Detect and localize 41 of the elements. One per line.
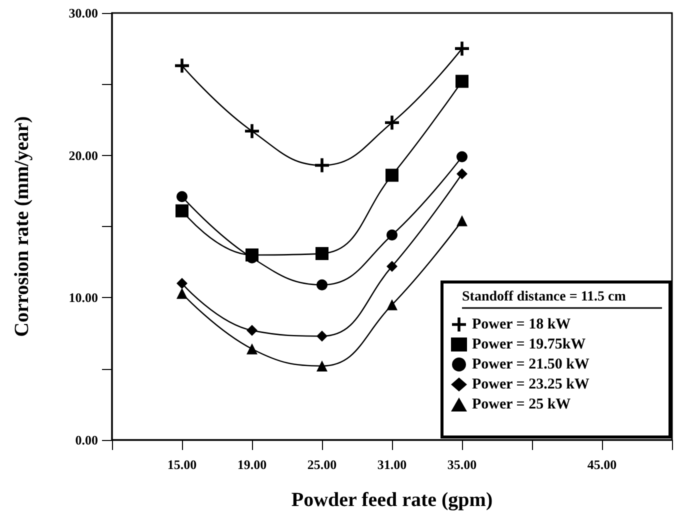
legend-label: Power = 19.75kW — [472, 336, 586, 352]
point — [386, 230, 398, 241]
point — [316, 360, 328, 372]
point — [315, 158, 329, 172]
legend-label: Power = 23.25 kW — [472, 376, 590, 392]
y-tick-label: 20.00 — [68, 148, 98, 163]
y-tick-label: 0.00 — [75, 432, 98, 448]
legend-label: Power = 25 kW — [472, 396, 571, 412]
point — [175, 58, 189, 73]
point — [456, 151, 468, 162]
point — [176, 278, 188, 289]
point — [456, 74, 468, 88]
legend-label: Power = 18 kW — [472, 316, 571, 332]
y-tick-label: 10.00 — [68, 290, 98, 306]
x-tick-label: 35.00 — [447, 457, 477, 472]
point — [456, 168, 468, 180]
point — [456, 215, 468, 226]
point — [176, 191, 188, 202]
point — [176, 204, 188, 218]
x-axis-title: Powder feed rate (gpm) — [291, 489, 493, 511]
legend-label: Power = 21.50 kW — [472, 356, 590, 372]
point — [246, 324, 258, 336]
x-tick-label: 45.00 — [587, 457, 617, 472]
x-tick-label: 31.00 — [377, 457, 407, 472]
x-tick-label: 15.00 — [167, 457, 197, 472]
point — [386, 260, 398, 272]
legend-title: Standoff distance = 11.5 cm — [462, 290, 626, 304]
x-tick-label: 19.00 — [237, 457, 267, 472]
point — [386, 168, 398, 182]
point — [386, 299, 398, 310]
point — [455, 42, 469, 56]
y-axis-title: Corrosion rate (mm/year) — [11, 116, 33, 337]
point — [176, 288, 188, 299]
point — [246, 343, 258, 354]
point — [385, 116, 399, 130]
point — [316, 330, 328, 342]
x-tick-label: 25.00 — [307, 457, 337, 472]
y-tick-label: 30.00 — [68, 6, 98, 20]
point — [245, 124, 259, 138]
point — [316, 279, 328, 290]
point — [316, 247, 328, 260]
